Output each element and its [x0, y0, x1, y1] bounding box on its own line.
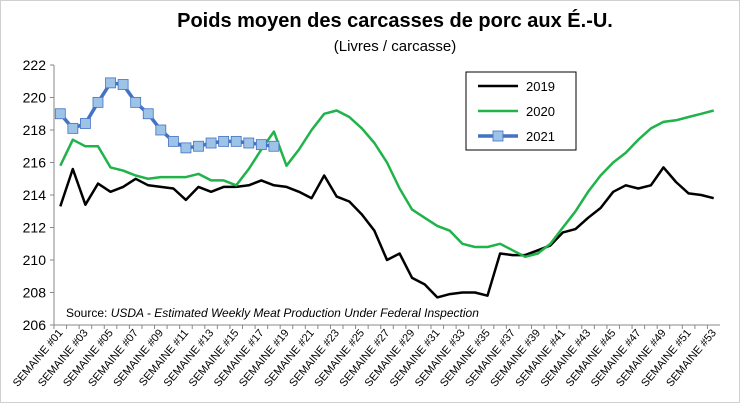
y-tick-label: 212 [23, 220, 47, 236]
series-marker [180, 142, 192, 154]
series-marker [155, 124, 167, 136]
series-line [59, 166, 715, 299]
chart-title: Poids moyen des carcasses de porc aux É.… [177, 9, 613, 32]
chart-subtitle: (Livres / carcasse) [334, 38, 457, 55]
y-tick-label: 218 [23, 122, 47, 138]
y-tick-label: 220 [23, 90, 47, 106]
series-marker [67, 122, 79, 134]
series-marker [243, 137, 255, 149]
y-tick-label: 214 [23, 187, 47, 203]
series-marker [105, 77, 116, 89]
y-tick-label: 206 [23, 317, 47, 333]
series-marker [218, 135, 230, 147]
legend-label: 2019 [526, 79, 555, 94]
series-marker [54, 108, 66, 120]
source-label: Source: [66, 306, 107, 320]
source-text: USDA - Estimated Weekly Meat Production … [111, 306, 479, 320]
legend-marker [492, 130, 504, 142]
series-marker [80, 118, 91, 129]
legend-label: 2020 [526, 104, 555, 119]
series-marker [205, 137, 217, 149]
legend-label: 2021 [526, 129, 555, 144]
y-tick-label: 210 [23, 252, 47, 268]
series-marker [117, 79, 129, 90]
series-marker [130, 96, 142, 108]
series-marker [142, 108, 154, 120]
series-line [59, 109, 715, 259]
y-tick-label: 222 [23, 57, 47, 73]
series-marker [230, 135, 242, 147]
series-marker [167, 135, 179, 147]
series-marker [268, 140, 280, 152]
y-tick-label: 216 [23, 155, 47, 171]
source-note: Source: USDA - Estimated Weekly Meat Pro… [66, 306, 479, 320]
series-marker [193, 140, 204, 152]
series-marker [92, 96, 104, 108]
y-tick-label: 208 [23, 285, 47, 301]
series-marker [255, 139, 267, 151]
